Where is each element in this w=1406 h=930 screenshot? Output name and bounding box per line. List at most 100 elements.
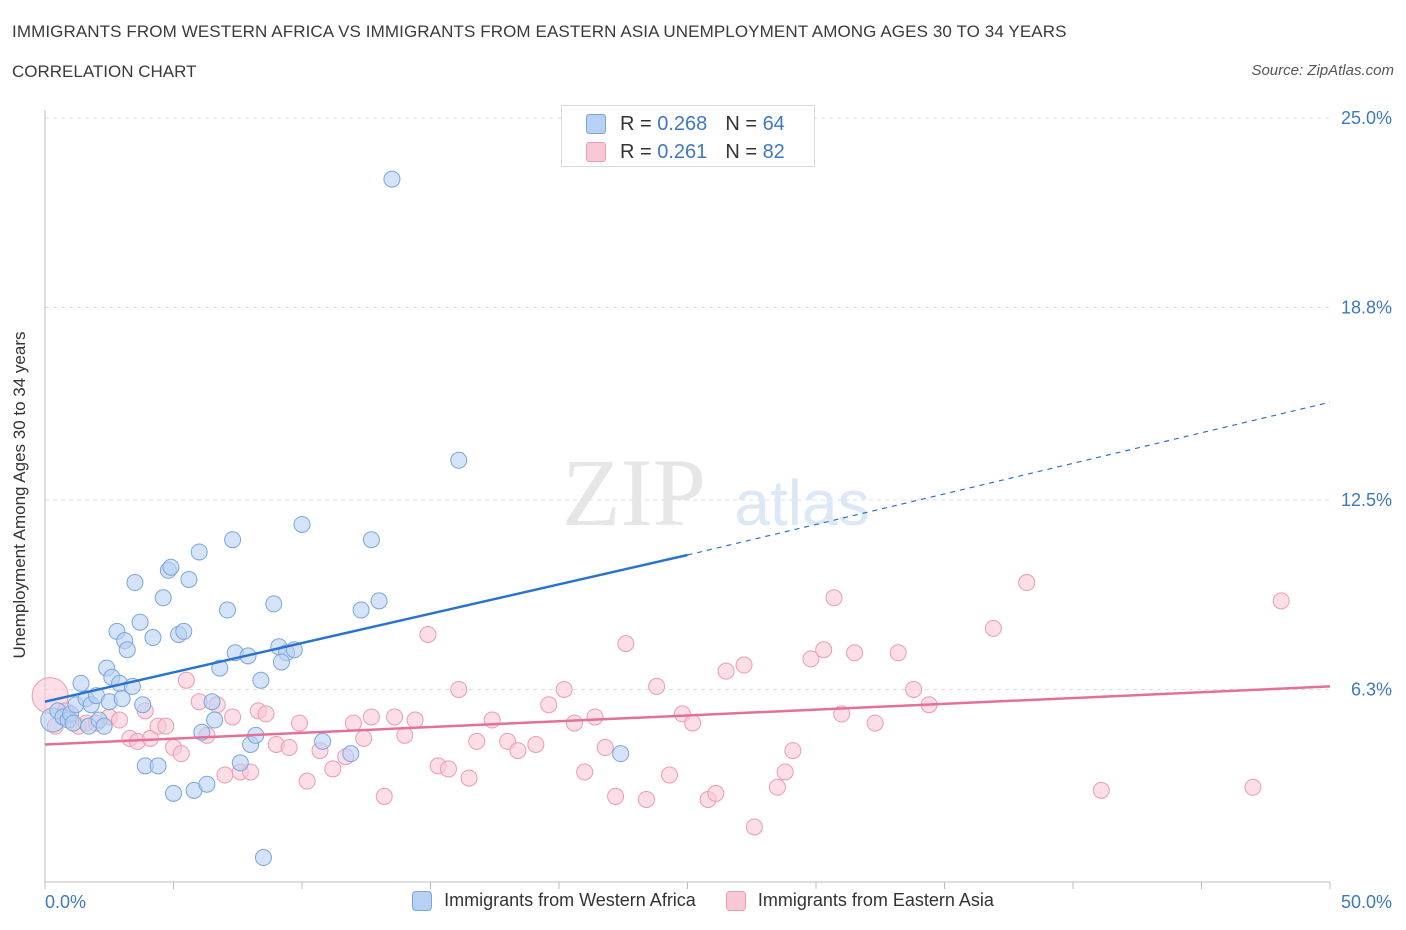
data-point-western-africa xyxy=(342,745,360,763)
data-point-eastern-asia xyxy=(637,790,655,808)
r-label: R = xyxy=(620,140,652,163)
data-point-eastern-asia xyxy=(157,717,175,735)
data-point-eastern-asia xyxy=(540,696,558,714)
legend-swatch-pink xyxy=(725,890,746,911)
data-point-western-africa xyxy=(370,592,388,610)
data-point-western-africa xyxy=(64,714,82,732)
data-point-eastern-asia xyxy=(596,739,614,757)
tick-labels: 6.3% 12.5% 18.8% 25.0% 0.0% 50.0% xyxy=(45,108,1392,912)
data-point-western-africa xyxy=(450,451,468,469)
legend-item-eastern-asia[interactable]: Immigrants from Eastern Asia xyxy=(725,890,994,911)
data-point-eastern-asia xyxy=(648,677,666,695)
data-point-western-africa xyxy=(254,849,272,867)
series-legend: Immigrants from Western Africa Immigrant… xyxy=(0,890,1406,911)
data-point-eastern-asia xyxy=(802,650,820,668)
data-point-western-africa xyxy=(131,613,149,631)
y-tick-label: 18.8% xyxy=(1341,297,1392,317)
data-point-eastern-asia xyxy=(439,760,457,778)
data-point-western-africa xyxy=(218,601,236,619)
data-point-eastern-asia xyxy=(406,711,424,729)
axes xyxy=(44,110,1331,889)
data-point-eastern-asia xyxy=(735,656,753,674)
data-point-eastern-asia xyxy=(224,708,242,726)
data-point-western-africa xyxy=(224,531,242,549)
watermark-atlas: atlas xyxy=(734,467,869,539)
data-point-western-africa xyxy=(352,601,370,619)
y-axis-label: Unemployment Among Ages 30 to 34 years xyxy=(10,331,29,659)
x-tick-label: 0.0% xyxy=(45,892,86,912)
data-point-eastern-asia xyxy=(216,766,234,784)
data-point-eastern-asia xyxy=(555,680,573,698)
series-western-africa xyxy=(40,170,630,867)
chart-title: IMMIGRANTS FROM WESTERN AFRICA VS IMMIGR… xyxy=(12,22,1067,41)
data-point-western-africa xyxy=(362,531,380,549)
x-tick-label: 50.0% xyxy=(1341,892,1392,912)
data-point-western-africa xyxy=(293,515,311,533)
r-label: R = xyxy=(620,112,652,135)
data-point-western-africa xyxy=(144,629,162,647)
data-point-western-africa xyxy=(118,641,136,659)
n-label: N = xyxy=(725,112,757,135)
data-point-eastern-asia xyxy=(984,619,1002,637)
data-point-western-africa xyxy=(612,745,630,763)
n-value: 82 xyxy=(762,140,785,163)
trend-line-western-africa xyxy=(44,553,688,703)
data-point-eastern-asia xyxy=(280,739,298,757)
trend-extension-western-africa xyxy=(687,401,1331,556)
data-point-eastern-asia xyxy=(684,714,702,732)
data-point-eastern-asia xyxy=(1272,592,1290,610)
source-label[interactable]: Source: ZipAtlas.com xyxy=(1251,62,1394,79)
data-point-eastern-asia xyxy=(1244,778,1262,796)
legend-item-western-africa[interactable]: Immigrants from Western Africa xyxy=(412,890,696,911)
data-point-eastern-asia xyxy=(1092,781,1110,799)
data-point-western-africa xyxy=(265,595,283,613)
data-point-eastern-asia xyxy=(776,763,794,781)
data-point-eastern-asia xyxy=(661,766,679,784)
data-point-eastern-asia xyxy=(707,784,725,802)
data-point-western-africa xyxy=(154,589,172,607)
data-point-western-africa xyxy=(383,170,401,188)
data-point-eastern-asia xyxy=(745,818,763,836)
data-point-eastern-asia xyxy=(257,705,275,723)
y-tick-label: 12.5% xyxy=(1341,490,1392,510)
data-point-eastern-asia xyxy=(1018,574,1036,592)
legend-swatch-blue xyxy=(412,890,433,911)
data-point-western-africa xyxy=(149,757,167,775)
data-point-eastern-asia xyxy=(866,714,884,732)
data-point-eastern-asia xyxy=(576,763,594,781)
data-point-eastern-asia xyxy=(825,589,843,607)
data-point-eastern-asia xyxy=(324,760,342,778)
data-point-eastern-asia xyxy=(344,714,362,732)
data-point-western-africa xyxy=(162,558,180,576)
data-point-eastern-asia xyxy=(607,787,625,805)
data-point-eastern-asia xyxy=(565,714,583,732)
data-point-eastern-asia xyxy=(172,745,190,763)
chart-subtitle: CORRELATION CHART xyxy=(12,62,197,81)
legend-row-eastern-asia: R = 0.261 N = 82 xyxy=(586,139,785,165)
legend-label: Immigrants from Western Africa xyxy=(444,890,696,910)
data-point-eastern-asia xyxy=(905,680,923,698)
data-point-western-africa xyxy=(272,653,290,671)
y-tick-label: 6.3% xyxy=(1351,679,1392,699)
data-point-eastern-asia xyxy=(815,641,833,659)
data-point-western-africa xyxy=(113,690,131,708)
r-value: 0.261 xyxy=(657,140,708,163)
data-point-eastern-asia xyxy=(717,662,735,680)
data-point-western-africa xyxy=(198,775,216,793)
data-point-eastern-asia xyxy=(617,635,635,653)
data-point-western-africa xyxy=(190,543,208,561)
data-point-western-africa xyxy=(165,784,182,802)
data-point-eastern-asia xyxy=(290,714,308,732)
legend-label: Immigrants from Eastern Asia xyxy=(757,890,994,910)
n-label: N = xyxy=(725,140,757,163)
data-point-western-africa xyxy=(175,622,193,640)
n-value: 64 xyxy=(762,112,785,135)
data-point-eastern-asia xyxy=(298,772,316,790)
data-point-eastern-asia xyxy=(768,778,786,796)
data-point-eastern-asia xyxy=(460,769,478,787)
y-tick-label: 25.0% xyxy=(1341,108,1392,128)
data-point-western-africa xyxy=(206,711,224,729)
data-point-eastern-asia xyxy=(784,742,802,760)
data-point-eastern-asia xyxy=(355,729,373,747)
data-point-eastern-asia xyxy=(450,680,468,698)
